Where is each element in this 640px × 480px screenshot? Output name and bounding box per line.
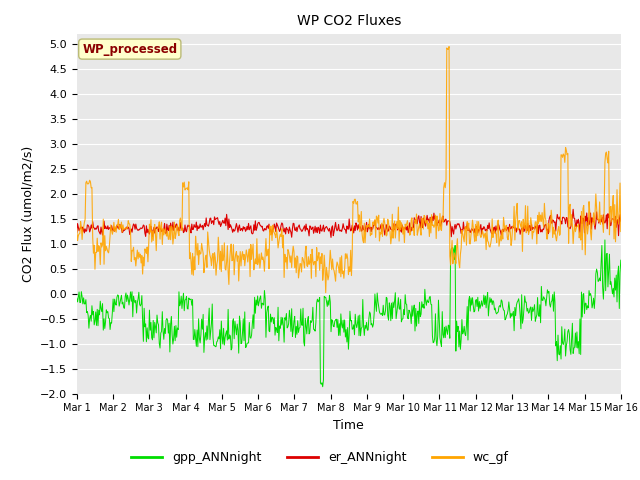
gpp_ANNnight [73, 295, 81, 301]
er_ANNnight [570, 206, 577, 212]
Line: gpp_ANNnight: gpp_ANNnight [77, 240, 621, 387]
gpp_ANNnight [431, 311, 439, 317]
gpp_ANNnight [223, 328, 230, 334]
wc_gf [223, 259, 230, 265]
gpp_ANNnight [139, 318, 147, 324]
er_ANNnight [617, 218, 625, 224]
wc_gf [139, 271, 147, 277]
Y-axis label: CO2 Flux (umol/m2/s): CO2 Flux (umol/m2/s) [21, 145, 35, 282]
wc_gf [194, 240, 202, 246]
gpp_ANNnight [416, 300, 424, 305]
gpp_ANNnight [617, 257, 625, 263]
Line: wc_gf: wc_gf [77, 47, 621, 293]
Text: WP_processed: WP_processed [82, 43, 177, 56]
gpp_ANNnight [319, 384, 326, 390]
wc_gf [445, 44, 453, 49]
wc_gf [617, 228, 625, 234]
er_ANNnight [431, 214, 439, 219]
Title: WP CO2 Fluxes: WP CO2 Fluxes [296, 14, 401, 28]
er_ANNnight [73, 229, 81, 235]
er_ANNnight [194, 223, 202, 228]
er_ANNnight [416, 219, 424, 225]
gpp_ANNnight [83, 310, 90, 315]
wc_gf [431, 212, 439, 218]
wc_gf [416, 221, 424, 227]
wc_gf [73, 227, 81, 232]
er_ANNnight [223, 212, 230, 217]
wc_gf [83, 178, 90, 184]
Line: er_ANNnight: er_ANNnight [77, 209, 621, 238]
wc_gf [322, 290, 330, 296]
er_ANNnight [327, 235, 335, 240]
Legend: gpp_ANNnight, er_ANNnight, wc_gf: gpp_ANNnight, er_ANNnight, wc_gf [126, 446, 514, 469]
gpp_ANNnight [601, 237, 609, 243]
er_ANNnight [83, 228, 90, 234]
er_ANNnight [139, 225, 147, 230]
X-axis label: Time: Time [333, 419, 364, 432]
gpp_ANNnight [194, 344, 202, 349]
